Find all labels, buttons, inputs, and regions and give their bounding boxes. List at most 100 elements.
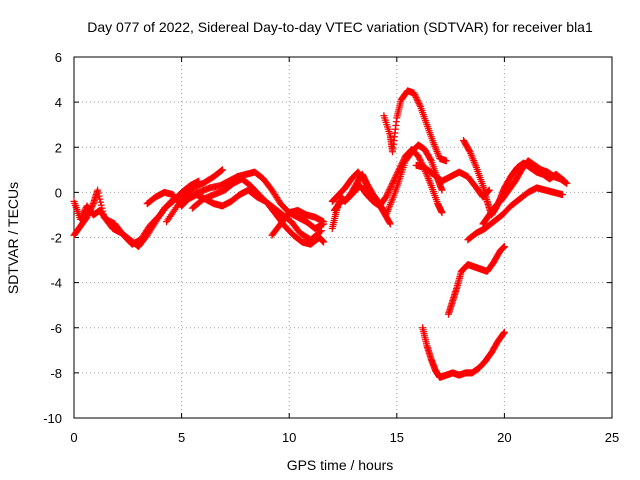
data-point [438, 209, 446, 217]
series-arc-b [70, 177, 203, 251]
data-point [394, 167, 402, 175]
data-point [442, 157, 450, 165]
x-tick-label: 0 [70, 430, 77, 445]
y-tick-label: -10 [43, 411, 62, 426]
data-point [416, 155, 424, 163]
data-point [391, 173, 399, 181]
data-point [395, 166, 403, 174]
data-point [415, 154, 423, 162]
data-point [96, 195, 104, 203]
data-point [399, 158, 407, 166]
data-point [87, 204, 95, 212]
data-point [80, 208, 88, 216]
data-point [389, 178, 397, 186]
data-point [390, 176, 398, 184]
data-point [412, 94, 420, 102]
data-point [78, 212, 86, 220]
data-point [416, 101, 424, 109]
data-point [396, 164, 404, 172]
data-point [382, 193, 390, 201]
x-tick-label: 25 [605, 430, 619, 445]
data-point [500, 243, 508, 251]
data-point [414, 152, 422, 160]
data-point [415, 100, 423, 108]
series-arc-e [188, 175, 328, 248]
data-point [85, 209, 93, 217]
x-tick-label: 15 [390, 430, 404, 445]
x-axis-label: GPS time / hours [287, 457, 394, 473]
data-point [99, 210, 107, 218]
data-point [88, 203, 96, 211]
y-tick-label: 2 [55, 140, 62, 155]
data-point [391, 175, 399, 183]
data-point [86, 207, 94, 215]
series-arc-m [464, 184, 567, 244]
y-tick-label: -2 [50, 231, 62, 246]
data-point [392, 172, 400, 180]
data-point [94, 189, 102, 197]
data-layer [70, 87, 571, 381]
data-point [79, 209, 87, 217]
data-point [84, 210, 92, 218]
data-point [386, 185, 394, 193]
y-tick-label: 0 [55, 185, 62, 200]
data-point [94, 186, 102, 194]
series-arc-f [268, 206, 328, 239]
data-point [386, 184, 394, 192]
data-point [559, 191, 567, 199]
data-point [396, 163, 404, 171]
data-point [411, 91, 419, 99]
data-point [563, 179, 571, 187]
data-point [410, 89, 418, 97]
y-tick-label: 6 [55, 50, 62, 65]
data-point [84, 212, 92, 220]
data-point [83, 213, 91, 221]
data-point [320, 218, 328, 226]
data-point [397, 161, 405, 169]
data-point [414, 98, 422, 106]
data-point [411, 92, 419, 100]
data-point [400, 155, 408, 163]
data-point [195, 177, 203, 185]
data-point [394, 169, 402, 177]
data-point [95, 192, 103, 200]
data-point [465, 147, 473, 155]
data-point [427, 156, 435, 164]
y-tick-label: -6 [50, 321, 62, 336]
series-arc-o [444, 243, 508, 318]
y-tick-label: -4 [50, 276, 62, 291]
series-arc-h [330, 146, 446, 217]
y-tick-label: -8 [50, 366, 62, 381]
data-point [413, 95, 421, 103]
data-point [500, 328, 508, 336]
chart-title: Day 077 of 2022, Sidereal Day-to-day VTE… [87, 19, 593, 35]
x-tick-label: 10 [282, 430, 296, 445]
data-point [383, 190, 391, 198]
data-point [386, 219, 394, 227]
data-point [97, 201, 105, 209]
series-arc-n [479, 157, 571, 228]
data-point [414, 97, 422, 105]
data-point [393, 170, 401, 178]
data-point [383, 191, 391, 199]
y-tick-label: 4 [55, 95, 62, 110]
tick-layer: 0 5 10 15 20 25 -10 -8 -6 -4 -2 0 2 4 6 [43, 50, 619, 445]
series-arc-j [380, 87, 450, 165]
x-tick-label: 5 [178, 430, 185, 445]
data-point [98, 204, 106, 212]
data-point [398, 160, 406, 168]
data-point [485, 186, 493, 194]
y-axis-label: SDTVAR / TECUs [5, 182, 21, 294]
data-point [399, 157, 407, 165]
data-point [387, 182, 395, 190]
data-point [500, 329, 508, 337]
data-point [89, 201, 97, 209]
data-point [79, 211, 87, 219]
data-point [86, 206, 94, 214]
data-point [388, 181, 396, 189]
data-point [384, 188, 392, 196]
data-point [320, 238, 328, 246]
data-point [99, 207, 107, 215]
series-arc-i [328, 168, 394, 228]
